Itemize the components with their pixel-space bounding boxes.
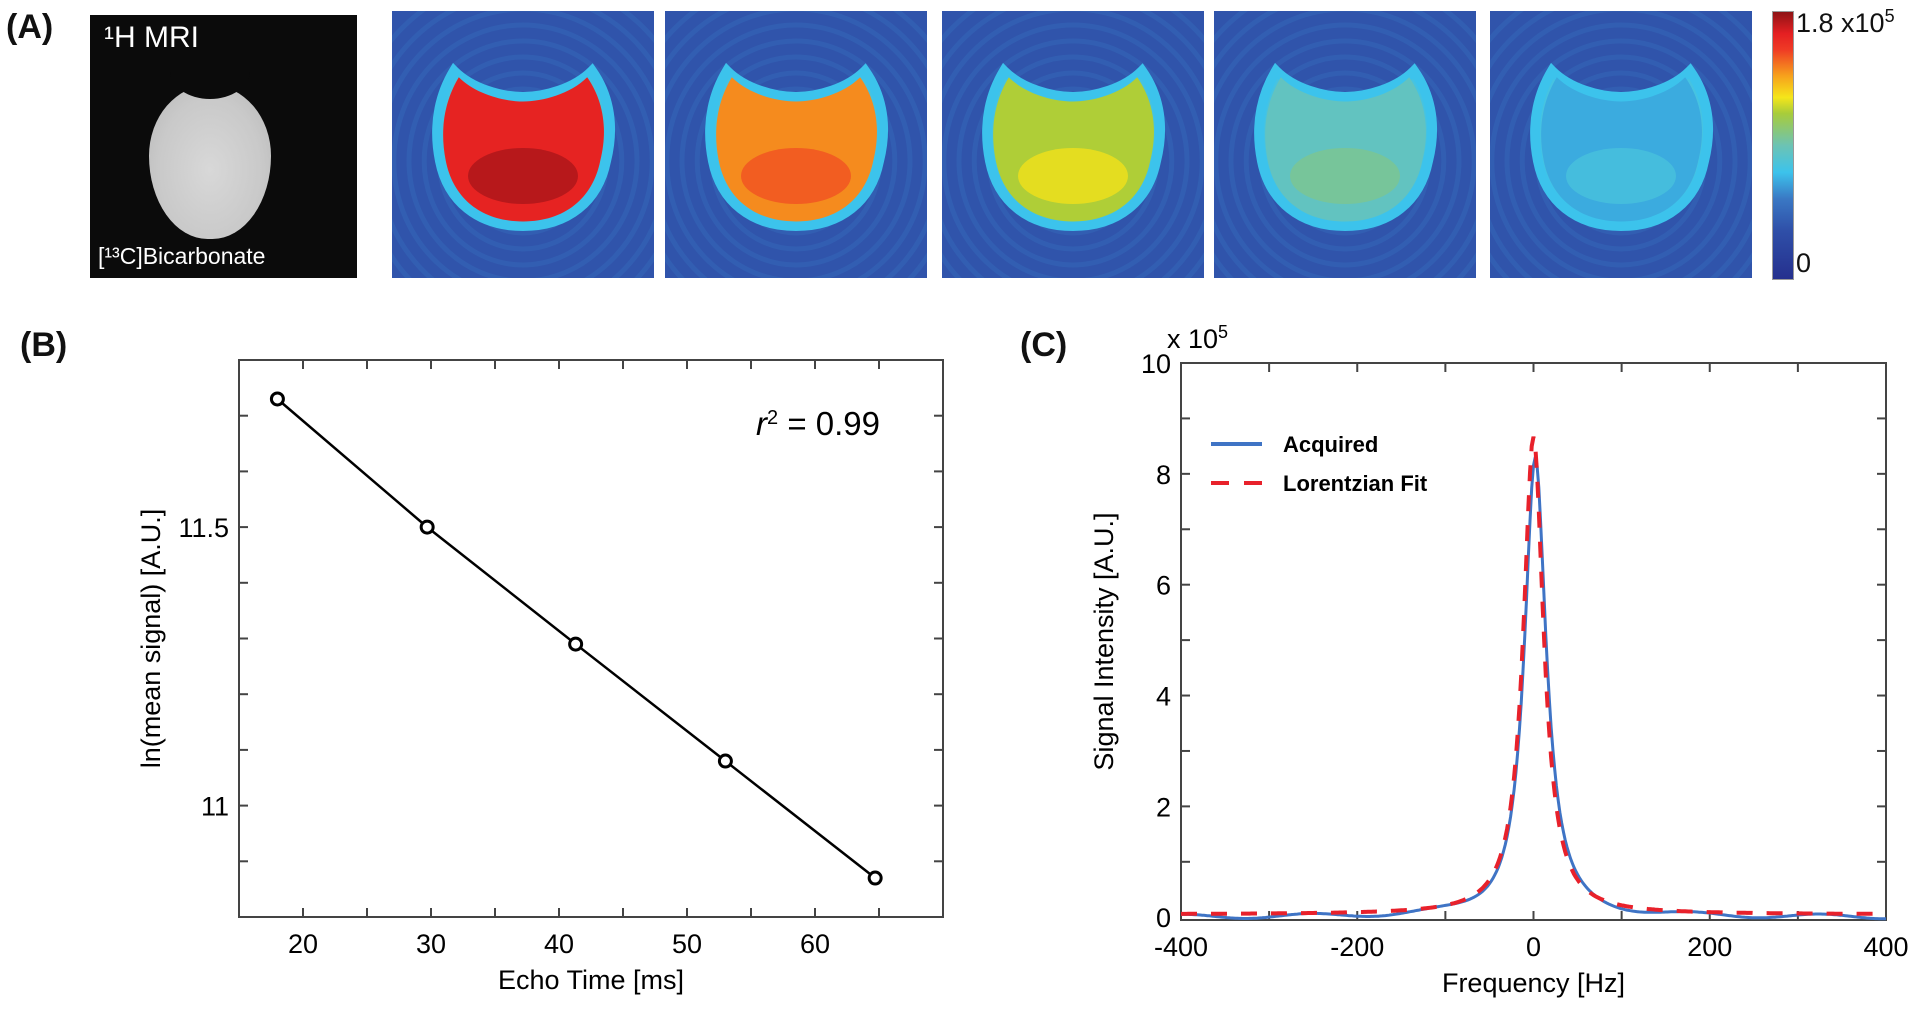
b-data-point (419, 519, 435, 535)
ripple-ring (942, 22, 1204, 278)
c-x-tick-label: 0 (1526, 932, 1541, 962)
c-x-tick-label: -400 (1154, 932, 1208, 962)
panel-label-b: (B) (20, 326, 68, 364)
c-y-tick-label: 0 (1156, 903, 1171, 933)
c-series-acquired (1181, 456, 1886, 921)
ripple-ring (665, 22, 927, 278)
colorbar-max-label: 1.8 x105 (1796, 6, 1895, 39)
b-y-tick-label: 11.5 (178, 513, 229, 543)
b-data-point (269, 391, 285, 407)
b-x-axis-label: Echo Time [ms] (498, 965, 684, 995)
panel-label-a: (A) (6, 8, 54, 46)
signal-hotspot (468, 148, 578, 204)
proton-mri-image: ¹H MRI [¹³C]Bicarbonate (90, 15, 357, 278)
c-legend-label-2: Lorentzian Fit (1283, 471, 1428, 496)
mri-caption: [¹³C]Bicarbonate (98, 243, 266, 269)
b-x-tick-label: 30 (416, 929, 446, 959)
b-data-point (568, 636, 584, 652)
b-x-tick-label: 60 (800, 929, 830, 959)
ripple-ring (1214, 22, 1476, 278)
c-y-tick-label: 10 (1141, 349, 1171, 379)
ripple-ring (956, 38, 1190, 278)
c-y-tick-label: 2 (1156, 792, 1171, 822)
ripple-ring (1490, 22, 1752, 278)
b-data-point (867, 870, 883, 886)
ripple-ring (406, 38, 640, 278)
b-x-tick-label: 20 (288, 929, 318, 959)
ripple-ring (1243, 54, 1447, 268)
c-y-tick-label: 4 (1156, 682, 1171, 712)
colorbar-max-text: 1.8 x10 (1796, 8, 1885, 38)
b-y-tick-label: 11 (201, 792, 229, 822)
ripple-ring (421, 54, 625, 268)
ripple-ring (971, 54, 1175, 268)
chart-c: -400 -200 0 200 400 0 2 4 6 8 10 Acquired Lorentzia… (1089, 322, 1909, 998)
ripple-ring (679, 38, 913, 278)
b-x-tick-label: 40 (544, 929, 574, 959)
c-mult-base: x 10 (1167, 324, 1218, 354)
c-y-axis-label: Signal Intensity [A.U.] (1089, 512, 1119, 770)
c-mult-exp: 5 (1218, 322, 1228, 342)
b-data-point (717, 753, 733, 769)
b-axes-frame (238, 359, 944, 918)
colorbar-min-label: 0 (1796, 248, 1812, 278)
b-x-tick-label: 50 (672, 929, 702, 959)
c-y-tick-label: 6 (1156, 571, 1171, 601)
c-y-multiplier: x 105 (1167, 322, 1228, 354)
c-x-tick-label: 400 (1863, 932, 1908, 962)
chart-b: 20 30 40 50 60 11 11.5 Echo Time [ms] ln(mean … (136, 359, 944, 995)
b-r-squared-annotation: r2 = 0.99 (756, 405, 880, 442)
c-legend-label-1: Acquired (1283, 432, 1378, 457)
c-x-axis-label: Frequency [Hz] (1442, 968, 1625, 998)
ripple-ring (1228, 38, 1462, 278)
c-x-tick-label: 200 (1687, 932, 1732, 962)
mri-title: ¹H MRI (104, 21, 199, 54)
panel-label-c: (C) (1020, 326, 1068, 364)
colorbar (1772, 11, 1794, 280)
bicarbonate-heatmap-2 (665, 11, 927, 278)
b-annot-sup: 2 (767, 407, 778, 429)
b-annot-r: r (756, 405, 769, 442)
colorbar-max-exponent: 5 (1884, 6, 1895, 26)
bicarbonate-heatmap-3 (942, 11, 1204, 278)
bicarbonate-heatmap-1 (392, 11, 654, 278)
bicarbonate-heatmap-5 (1490, 11, 1752, 278)
signal-hotspot (1018, 148, 1128, 204)
c-x-tick-label: -200 (1330, 932, 1384, 962)
ripple-ring (392, 22, 654, 278)
ripple-ring (1519, 54, 1723, 268)
b-y-axis-label: ln(mean signal) [A.U.] (136, 509, 166, 769)
b-annot-value: = 0.99 (778, 405, 880, 442)
signal-hotspot (1290, 148, 1400, 204)
c-legend: Acquired Lorentzian Fit (1211, 432, 1428, 496)
phantom-shape (149, 85, 271, 239)
c-y-tick-label: 8 (1156, 460, 1171, 490)
signal-hotspot (1566, 148, 1676, 204)
ripple-ring (1504, 38, 1738, 278)
ripple-ring (694, 54, 898, 268)
signal-hotspot (741, 148, 851, 204)
c-series-lorentzian-fit (1181, 436, 1886, 916)
bicarbonate-heatmap-4 (1214, 11, 1476, 278)
